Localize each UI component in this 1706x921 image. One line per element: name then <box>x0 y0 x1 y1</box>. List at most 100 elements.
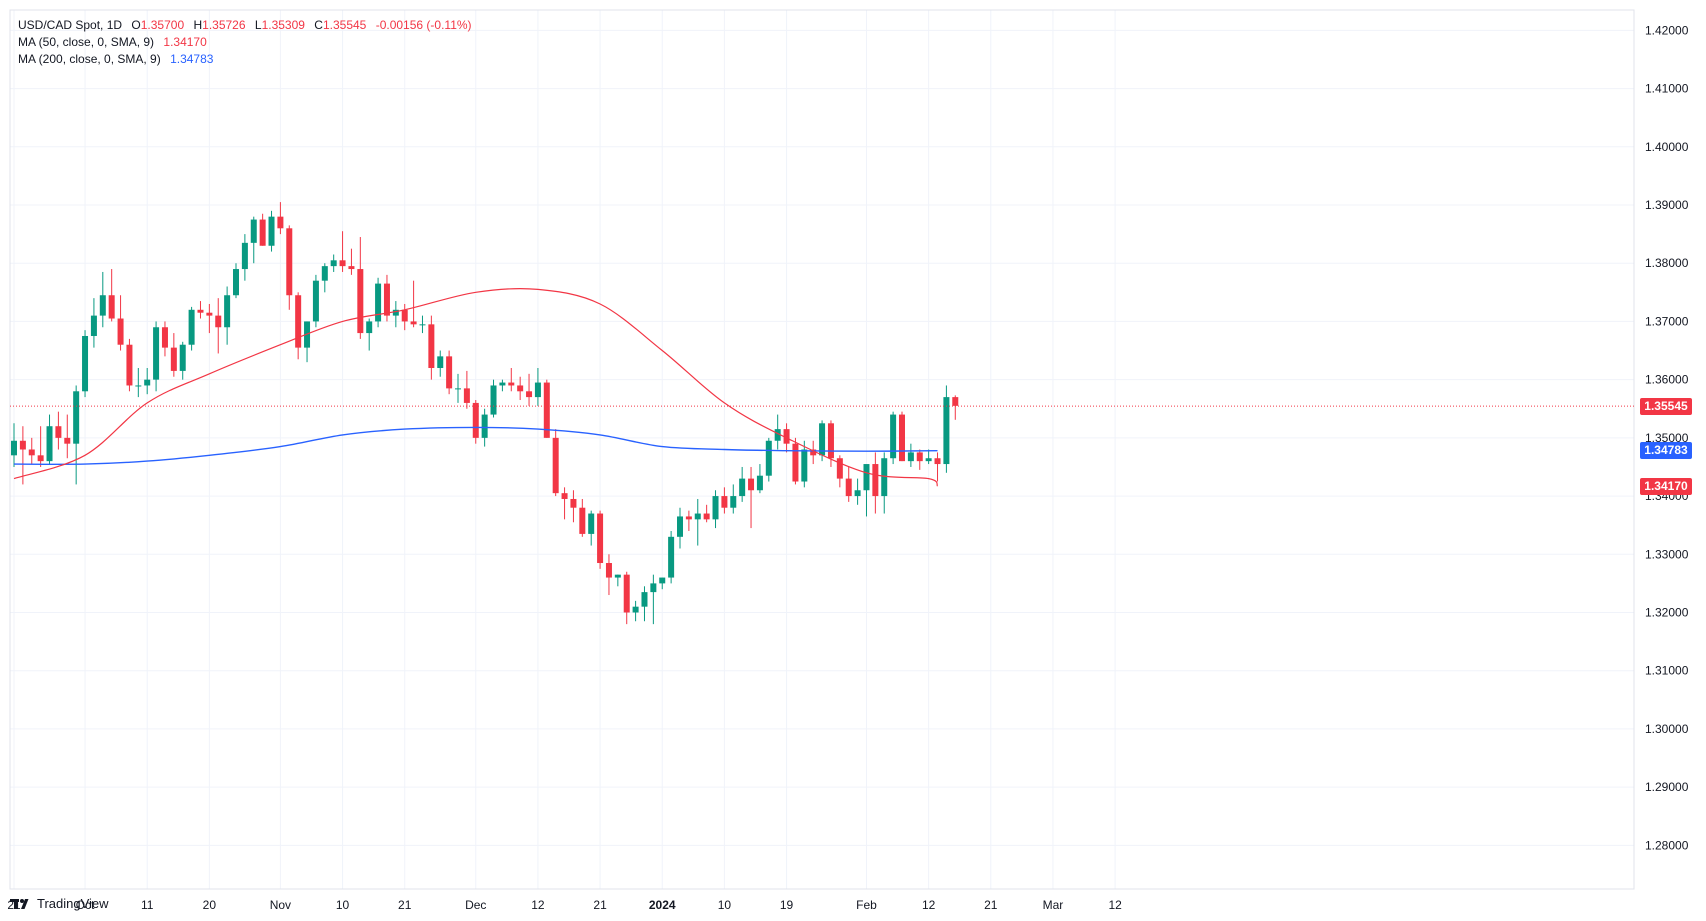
candle-body <box>250 219 257 243</box>
candle-body <box>801 449 808 482</box>
y-tick-label: 1.42000 <box>1645 23 1689 37</box>
candle-body <box>952 397 959 406</box>
candle <box>46 414 53 465</box>
candle <box>588 510 595 546</box>
candle-body <box>845 478 852 497</box>
chart-legend: USD/CAD Spot, 1D O1.35700 H1.35726 L1.35… <box>18 17 478 68</box>
candle-body <box>28 449 35 456</box>
open-label: O1.35700 <box>131 18 185 32</box>
candle <box>472 400 479 444</box>
candle-body <box>659 577 666 584</box>
x-tick-label: 20 <box>203 898 217 912</box>
candle-body <box>312 280 319 322</box>
candle <box>28 437 35 465</box>
candle-body <box>73 391 80 444</box>
candle-body <box>668 536 675 578</box>
candle-body <box>774 429 781 441</box>
candle <box>366 318 373 351</box>
candle <box>286 225 293 310</box>
y-tick-label: 1.32000 <box>1645 605 1689 619</box>
candle <box>934 452 941 482</box>
candle-body <box>259 219 266 246</box>
x-tick-label: 12 <box>922 898 936 912</box>
candle-body <box>916 452 923 462</box>
candle-body <box>694 513 701 520</box>
candle-body <box>703 513 710 520</box>
candle <box>748 466 755 529</box>
candle-body <box>321 266 328 281</box>
candle-body <box>632 606 639 613</box>
candle-body <box>126 344 133 386</box>
candle <box>144 368 151 395</box>
candle-body <box>677 516 683 537</box>
candle-body <box>215 315 222 328</box>
open-value: 1.35700 <box>140 18 185 32</box>
candle <box>623 571 630 625</box>
candle-body <box>37 455 44 462</box>
candle-body <box>330 260 337 267</box>
ma50-row[interactable]: MA (50, close, 0, SMA, 9) 1.34170 <box>18 34 478 51</box>
candle <box>268 210 275 252</box>
candle <box>161 321 168 357</box>
candle-body <box>490 385 497 415</box>
candle-body <box>623 574 630 613</box>
candle-body <box>277 216 284 229</box>
candle <box>765 437 772 482</box>
y-tick-label: 1.37000 <box>1645 314 1689 328</box>
candle-body <box>446 356 453 389</box>
candle-body <box>99 295 106 316</box>
candle <box>881 452 888 514</box>
candle-body <box>881 458 888 497</box>
ma200-row[interactable]: MA (200, close, 0, SMA, 9) 1.34783 <box>18 51 478 68</box>
candle-body <box>543 382 550 438</box>
candle-body <box>463 388 470 403</box>
candle <box>694 498 701 546</box>
candle-body <box>375 283 382 322</box>
candle-body <box>534 382 541 398</box>
candle <box>570 490 577 523</box>
candle <box>179 341 186 380</box>
time-axis[interactable]: 21Oct1120Nov1021Dec122120241019Feb1221Ma… <box>7 898 1122 912</box>
candle <box>712 490 719 529</box>
candle <box>499 379 506 392</box>
y-tick-label: 1.29000 <box>1645 780 1689 794</box>
tradingview-logo[interactable]: TradingView <box>10 896 109 911</box>
candle <box>517 376 524 401</box>
candle-body <box>783 429 790 444</box>
candle <box>73 385 80 485</box>
y-tick-label: 1.31000 <box>1645 664 1689 678</box>
candle-body <box>685 516 692 520</box>
candle <box>721 487 728 514</box>
close-value: 1.35545 <box>322 18 367 32</box>
candle <box>872 452 879 514</box>
candle <box>677 507 683 549</box>
candle-body <box>827 423 834 459</box>
y-tick-label: 1.41000 <box>1645 82 1689 96</box>
candle-body <box>517 385 524 392</box>
candle <box>916 449 923 470</box>
candle <box>543 379 550 438</box>
x-tick-label: Mar <box>1043 898 1064 912</box>
candle <box>836 455 843 488</box>
candle <box>659 577 666 590</box>
candle <box>899 411 905 462</box>
candle-body <box>872 464 879 497</box>
candle-body <box>19 440 26 450</box>
candle-body <box>943 397 950 465</box>
candle-body <box>579 507 586 534</box>
candle-body <box>339 260 346 267</box>
candle-body <box>934 458 941 465</box>
candle <box>241 234 248 281</box>
candle <box>561 487 568 520</box>
x-tick-label: 21 <box>593 898 607 912</box>
candle <box>810 440 817 465</box>
candle <box>82 330 89 398</box>
candle <box>605 554 612 596</box>
candle <box>890 411 897 465</box>
y-tick-label: 1.30000 <box>1645 722 1689 736</box>
price-axis[interactable]: 1.28000 1.29000 1.30000 1.31000 1.32000 1.330… <box>1645 23 1689 852</box>
candle-body <box>650 583 657 593</box>
candle-body <box>82 335 89 392</box>
symbol-label[interactable]: USD/CAD Spot, 1D <box>18 18 123 32</box>
